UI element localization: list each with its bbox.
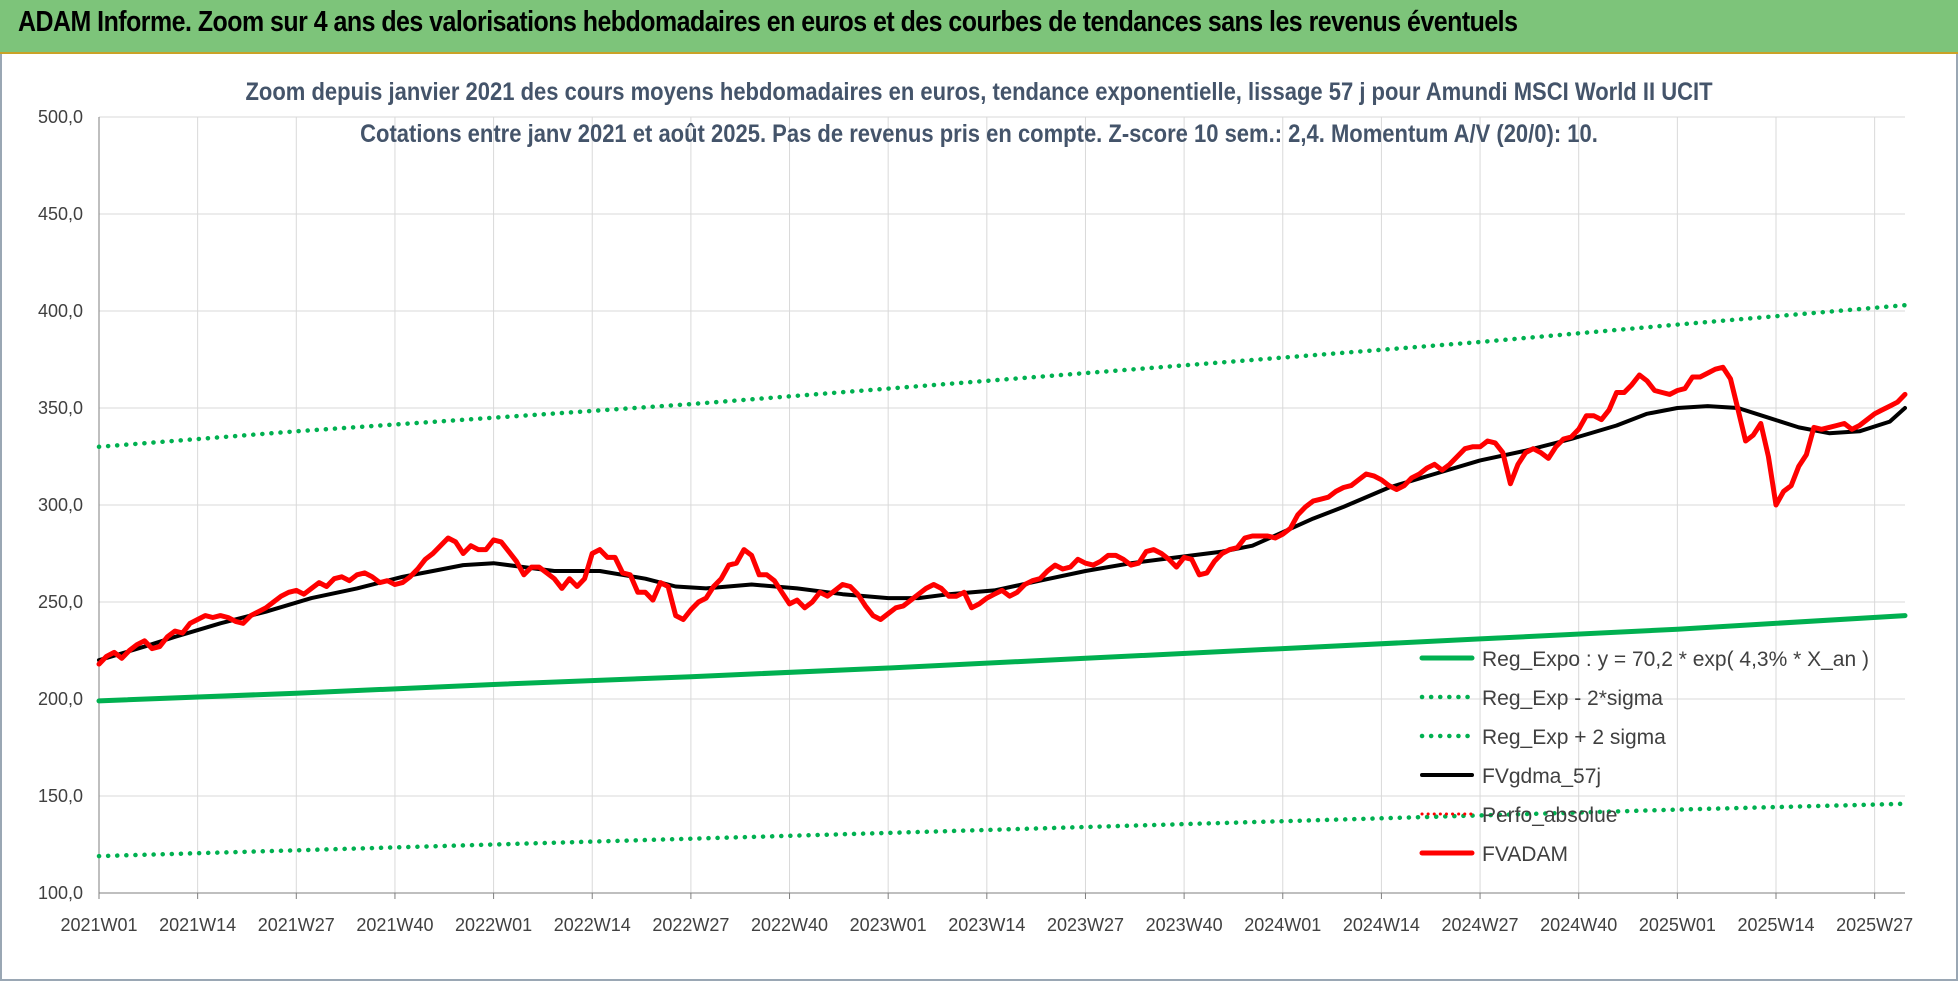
x-tick-label: 2025W14 bbox=[1737, 915, 1814, 935]
legend-label-reg_plus: Reg_Exp + 2 sigma bbox=[1482, 726, 1666, 749]
legend-label-reg_expo: Reg_Expo : y = 70,2 * exp( 4,3% * X_an ) bbox=[1482, 648, 1869, 671]
y-axis: 500,0 450,0 400,0 350,0 300,0 250,0 200,0 150,0… bbox=[38, 107, 83, 903]
series-line-fvadam bbox=[96, 364, 1908, 667]
series-line-reg_plus bbox=[96, 302, 1908, 450]
x-tick-label: 2025W27 bbox=[1836, 915, 1913, 935]
chart-frame bbox=[0, 54, 1958, 981]
x-tick-label: 2023W27 bbox=[1047, 915, 1124, 935]
chart-subtitle: Cotations entre janv 2021 et août 2025. … bbox=[360, 120, 1598, 148]
series-line-fvgdma bbox=[97, 404, 1907, 663]
y-tick-label: 150,0 bbox=[38, 786, 83, 806]
legend-label-fvadam: FVADAM bbox=[1482, 843, 1568, 866]
x-tick-label: 2022W14 bbox=[554, 915, 631, 935]
y-tick-label: 300,0 bbox=[38, 495, 83, 515]
x-tick-label: 2021W01 bbox=[60, 915, 137, 935]
x-tick-label: 2022W27 bbox=[652, 915, 729, 935]
legend-label-fvgdma: FVgdma_57j bbox=[1482, 765, 1601, 788]
x-tick-label: 2025W01 bbox=[1639, 915, 1716, 935]
y-tick-label: 100,0 bbox=[38, 883, 83, 903]
y-tick-label: 200,0 bbox=[38, 689, 83, 709]
x-tick-label: 2021W40 bbox=[356, 915, 433, 935]
series-line-reg_minus bbox=[96, 801, 1908, 859]
series-line-reg_expo bbox=[96, 613, 1908, 704]
y-tick-label: 250,0 bbox=[38, 592, 83, 612]
x-tick-label: 2022W01 bbox=[455, 915, 532, 935]
chart-title: Zoom depuis janvier 2021 des cours moyen… bbox=[245, 78, 1713, 106]
x-tick-label: 2023W14 bbox=[948, 915, 1025, 935]
x-tick-label: 2024W01 bbox=[1244, 915, 1321, 935]
page-title: ADAM Informe. Zoom sur 4 ans des valoris… bbox=[18, 6, 1518, 38]
x-tick-label: 2023W01 bbox=[850, 915, 927, 935]
header-banner: ADAM Informe. Zoom sur 4 ans des valoris… bbox=[0, 0, 1958, 54]
legend-label-perfo: Perfo_absolue bbox=[1482, 804, 1617, 827]
chart-legend: Reg_Expo : y = 70,2 * exp( 4,3% * X_an )… bbox=[1419, 648, 1869, 866]
legend-label-reg_minus: Reg_Exp - 2*sigma bbox=[1482, 687, 1663, 710]
y-tick-label: 350,0 bbox=[38, 398, 83, 418]
x-tick-label: 2021W14 bbox=[159, 915, 236, 935]
x-tick-label: 2022W40 bbox=[751, 915, 828, 935]
chart-grid bbox=[98, 116, 1905, 894]
y-tick-label: 400,0 bbox=[38, 301, 83, 321]
x-tick-label: 2024W14 bbox=[1343, 915, 1420, 935]
x-tick-label: 2021W27 bbox=[258, 915, 335, 935]
x-axis: 2021W01 2021W14 2021W27 2021W40 2022W01 2022W… bbox=[60, 893, 1913, 935]
x-tick-label: 2024W40 bbox=[1540, 915, 1617, 935]
x-tick-label: 2024W27 bbox=[1442, 915, 1519, 935]
x-tick-label: 2023W40 bbox=[1146, 915, 1223, 935]
y-tick-label: 450,0 bbox=[38, 204, 83, 224]
chart-lines bbox=[96, 302, 1908, 859]
y-tick-label: 500,0 bbox=[38, 107, 83, 127]
